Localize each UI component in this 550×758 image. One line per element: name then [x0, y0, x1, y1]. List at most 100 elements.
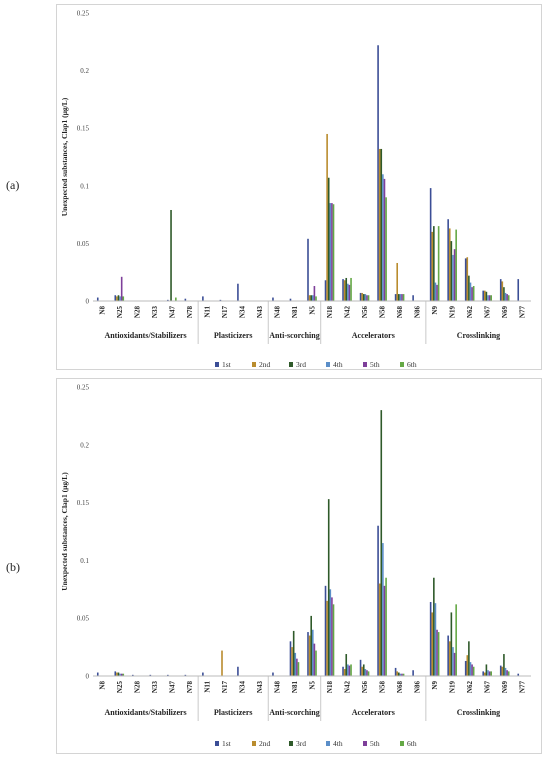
bar — [377, 525, 379, 676]
bar — [364, 294, 367, 301]
bar — [237, 283, 239, 301]
category-label: N47 — [168, 306, 176, 319]
bar — [484, 672, 486, 676]
y-tick-label: 0.2 — [80, 67, 89, 75]
bar — [343, 669, 346, 676]
bar — [490, 671, 492, 676]
group-label: Accelerators — [352, 331, 395, 340]
bar — [348, 665, 351, 676]
bar — [485, 664, 488, 676]
y-tick-label: 0.25 — [77, 384, 90, 392]
bar — [412, 670, 414, 676]
bar — [402, 673, 405, 676]
bar — [324, 280, 327, 301]
bar — [448, 641, 451, 676]
bar — [466, 257, 469, 301]
bar — [291, 647, 293, 676]
category-label: N17 — [221, 681, 229, 694]
category-label: N58 — [379, 681, 387, 694]
bar — [367, 295, 370, 301]
bar — [122, 673, 125, 676]
category-label: N33 — [151, 681, 159, 694]
y-axis-label: Unexpected substances, Clap1 (µg/L) — [60, 472, 69, 591]
bar — [466, 655, 469, 676]
bar — [367, 671, 370, 676]
category-label: N69 — [501, 306, 509, 319]
bar — [184, 674, 187, 676]
bar — [490, 295, 492, 301]
bar — [394, 294, 397, 301]
bar — [329, 203, 332, 301]
bar — [289, 641, 292, 676]
bar — [450, 241, 453, 301]
bar — [453, 652, 456, 676]
bar — [119, 296, 121, 301]
bar — [345, 277, 348, 301]
category-label: N42 — [344, 681, 352, 694]
bar — [431, 612, 434, 676]
panel-label-a: (a) — [6, 178, 20, 192]
bar — [487, 670, 489, 676]
bar — [331, 203, 333, 301]
bar — [398, 672, 400, 676]
bar — [434, 282, 437, 301]
bar — [378, 583, 381, 676]
group-label: Accelerators — [352, 708, 395, 717]
category-label: N58 — [379, 306, 387, 319]
bar — [272, 672, 274, 676]
bar — [499, 665, 502, 676]
category-label: N81 — [291, 681, 299, 694]
bar — [313, 643, 316, 676]
bar-chart-a: 0 0.05 0.1 0.15 0.2 0.25 Unexpected substances… — [60, 10, 531, 369]
bar — [117, 672, 120, 676]
category-label: N19 — [449, 306, 457, 319]
category-label: N8 — [98, 681, 106, 690]
panel-label-b: (b) — [6, 560, 20, 574]
category-label: N69 — [501, 681, 509, 694]
y-tick-label: 0.15 — [77, 499, 90, 507]
bar — [114, 295, 117, 301]
legend-label: 1st — [222, 360, 232, 369]
category-label: N33 — [151, 306, 159, 319]
bar — [399, 673, 402, 676]
bar — [329, 589, 332, 676]
bar — [507, 295, 510, 301]
bar — [132, 674, 134, 676]
bar — [327, 177, 330, 301]
bar — [310, 615, 312, 676]
bar — [452, 254, 454, 301]
bar — [342, 279, 344, 301]
bar — [429, 602, 432, 676]
bar — [501, 281, 504, 301]
legend-swatch — [289, 362, 293, 367]
bar — [350, 664, 352, 676]
bar — [504, 292, 507, 301]
bar — [315, 650, 317, 676]
bar — [327, 499, 330, 676]
bar — [472, 666, 475, 676]
bar — [149, 674, 152, 676]
legend-swatch — [326, 362, 330, 367]
y-tick-label: 0 — [86, 298, 90, 306]
bar — [485, 291, 488, 301]
bar — [469, 282, 472, 301]
bar — [342, 666, 344, 676]
category-label: N28 — [133, 681, 141, 694]
y-tick-label: 0.25 — [77, 10, 90, 18]
category-label: N43 — [256, 306, 264, 319]
legend-swatch — [363, 362, 367, 367]
bar — [313, 286, 316, 301]
bar — [455, 229, 457, 301]
category-label: N48 — [273, 306, 281, 319]
category-label: N18 — [326, 306, 334, 319]
bar — [114, 671, 117, 676]
bar — [359, 659, 362, 676]
bar — [347, 664, 349, 676]
group-label: Crosslinking — [457, 331, 500, 340]
y-tick-label: 0.1 — [80, 182, 89, 190]
bar — [345, 654, 348, 676]
bar — [382, 543, 384, 676]
bar — [119, 673, 121, 676]
bar — [469, 662, 472, 676]
category-label: N56 — [361, 306, 369, 319]
